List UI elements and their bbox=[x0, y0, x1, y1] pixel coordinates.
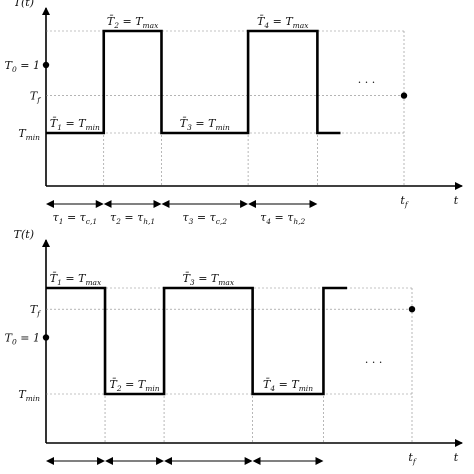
x-marker-label: tf bbox=[408, 451, 416, 466]
y-tick-label: Tf bbox=[30, 303, 41, 318]
segment-label: T̄4 = Tmax bbox=[257, 15, 309, 30]
ellipsis: · · · bbox=[365, 356, 382, 369]
end-point bbox=[400, 92, 408, 99]
segment-label: T̄2 = Tmin bbox=[110, 378, 160, 393]
y-tick-label: Tf bbox=[30, 90, 41, 105]
segment-label: T̄3 = Tmin bbox=[180, 117, 230, 132]
start-point bbox=[42, 334, 50, 341]
segment-label: T̄2 = Tmax bbox=[107, 15, 159, 30]
temperature-step-line bbox=[46, 29, 341, 135]
interval-label: τ4 = τh,2 bbox=[260, 211, 305, 226]
segment-label: T̄3 = Tmax bbox=[183, 272, 235, 287]
chart-top: T(t) t T0 = 1 Tf Tmin T̄1 = Tmin T̄2 = Tmax T̄3… bbox=[5, 0, 463, 226]
start-point bbox=[42, 61, 50, 69]
y-tick-label: Tmin bbox=[18, 127, 40, 142]
y-axis-label: T(t) bbox=[14, 228, 34, 241]
y-tick-label: Tmin bbox=[18, 388, 40, 403]
x-axis-label: t bbox=[454, 194, 459, 207]
segment-label: T̄1 = Tmin bbox=[50, 117, 100, 132]
segment-label: T̄1 = Tmax bbox=[50, 272, 102, 287]
interval-label: τ2 = τh,1 bbox=[110, 211, 155, 226]
ellipsis: · · · bbox=[358, 76, 375, 89]
interval-label: τ3 = τc,2 bbox=[183, 211, 228, 226]
y-axis-label: T(t) bbox=[14, 0, 34, 9]
y-tick-label: T0 = 1 bbox=[5, 59, 40, 74]
chart-bottom: T(t) t Tf T0 = 1 Tmin T̄1 = Tmax T̄2 = Tmin T̄3… bbox=[5, 228, 463, 466]
x-marker-label: tf bbox=[400, 194, 408, 209]
x-axis-label: t bbox=[454, 451, 459, 464]
segment-label: T̄4 = Tmin bbox=[263, 378, 313, 393]
temperature-step-line bbox=[46, 286, 348, 396]
interval-label: τ1 = τc,1 bbox=[53, 211, 98, 226]
y-tick-label: T0 = 1 bbox=[5, 331, 40, 346]
end-point bbox=[408, 306, 416, 313]
